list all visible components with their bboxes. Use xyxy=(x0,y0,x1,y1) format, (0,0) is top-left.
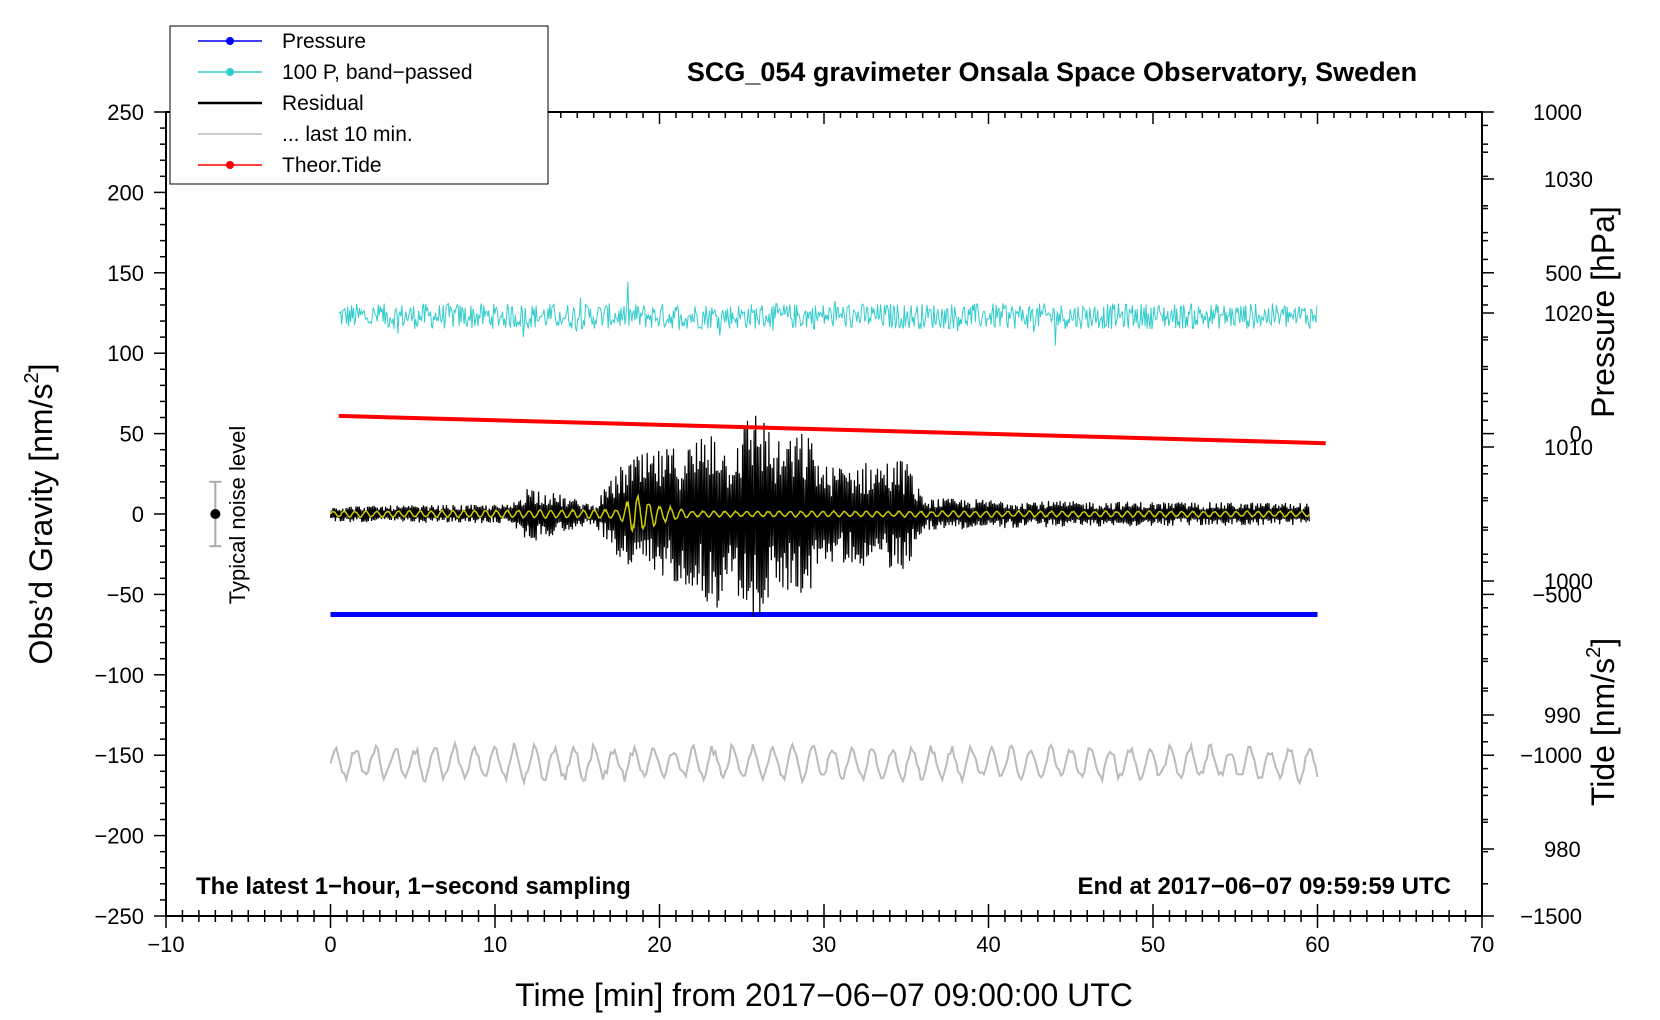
sampling-note: The latest 1−hour, 1−second sampling xyxy=(196,873,631,900)
series-bandpassed-pressure xyxy=(338,281,1318,346)
tide-tick-labels: −1500 −1000 −500 0 500 1000 xyxy=(1520,100,1582,929)
x-tick-label: 60 xyxy=(1305,932,1329,957)
y-tick-label: 150 xyxy=(107,261,144,286)
pressure-tick-label: 980 xyxy=(1544,837,1581,862)
legend-marker xyxy=(226,37,234,45)
y-tick-label: −150 xyxy=(94,743,144,768)
x-tick-labels: −10 0 10 20 30 40 50 60 70 xyxy=(147,932,1494,957)
series-residual xyxy=(329,415,1310,617)
series-filtered xyxy=(329,493,1310,533)
legend-item: ... last 10 min. xyxy=(198,123,413,146)
pressure-tick-label: 1020 xyxy=(1544,301,1593,326)
end-time-note: End at 2017−06−07 09:59:59 UTC xyxy=(1077,873,1451,900)
legend-label: Pressure xyxy=(282,30,366,53)
tide-tick-label: −1000 xyxy=(1520,743,1582,768)
y-tick-label: 50 xyxy=(120,422,144,447)
x-tick-label: 30 xyxy=(812,932,836,957)
legend-item: Pressure xyxy=(198,30,366,53)
pressure-tick-labels: 980 990 1000 1010 1020 1030 xyxy=(1544,167,1593,862)
tide-tick-label: 500 xyxy=(1545,261,1582,286)
legend-box xyxy=(169,25,549,185)
legend-label: Theor.Tide xyxy=(282,154,382,177)
y-tick-label: −250 xyxy=(94,904,144,929)
series-theor-tide xyxy=(338,413,1326,446)
legend: Pressure 100 P, band−passed Residual ... la… xyxy=(169,25,549,185)
y-tick-label: −200 xyxy=(94,824,144,849)
x-tick-label: −10 xyxy=(147,932,184,957)
tide-tick-label: −1500 xyxy=(1520,904,1582,929)
x-axis-label: Time [min] from 2017−06−07 09:00:00 UTC xyxy=(515,977,1133,1013)
x-tick-label: 40 xyxy=(976,932,1000,957)
y-tick-label: 100 xyxy=(107,341,144,366)
x-tick-label: 10 xyxy=(483,932,507,957)
y-axis-label-pressure: Pressure [hPa] xyxy=(1585,206,1621,418)
tide-tick-label: 0 xyxy=(1570,422,1582,447)
noise-label: Typical noise level xyxy=(225,426,250,605)
pressure-tick-label: 990 xyxy=(1544,703,1581,728)
series-last-10-min xyxy=(329,739,1319,787)
legend-marker xyxy=(226,161,234,169)
chart-title: SCG_054 gravimeter Onsala Space Observat… xyxy=(687,57,1417,87)
legend-label: Residual xyxy=(282,92,364,115)
legend-item: 100 P, band−passed xyxy=(198,61,473,84)
legend-item: Theor.Tide xyxy=(198,154,382,177)
y-tick-label: −50 xyxy=(107,582,144,607)
y-tick-label: −100 xyxy=(94,663,144,688)
x-tick-label: 20 xyxy=(647,932,671,957)
x-tick-label: 0 xyxy=(324,932,336,957)
y-tick-label: 250 xyxy=(107,100,144,125)
legend-label: 100 P, band−passed xyxy=(282,61,473,84)
legend-marker xyxy=(226,68,234,76)
tide-tick-label: −500 xyxy=(1532,582,1582,607)
typical-noise-marker: Typical noise level xyxy=(209,426,250,605)
y-axis-label-left: Obs’d Gravity [nm/s2] xyxy=(21,364,59,665)
pressure-tick-label: 1010 xyxy=(1544,435,1593,460)
y-tick-label: 0 xyxy=(132,502,144,527)
y-axis-label-tide: Tide [nm/s2] xyxy=(1583,638,1621,806)
legend-item: Residual xyxy=(198,92,364,115)
noise-point xyxy=(210,509,221,519)
pressure-tick-label: 1000 xyxy=(1544,569,1593,594)
tide-tick-label: 1000 xyxy=(1533,100,1582,125)
pressure-tick-label: 1030 xyxy=(1544,167,1593,192)
x-tick-label: 50 xyxy=(1141,932,1165,957)
x-tick-label: 70 xyxy=(1470,932,1494,957)
y-tick-label: 200 xyxy=(107,180,144,205)
legend-label: ... last 10 min. xyxy=(282,123,413,146)
y-tick-labels: −250 −200 −150 −100 −50 0 50 100 150 200 250 xyxy=(94,100,144,929)
